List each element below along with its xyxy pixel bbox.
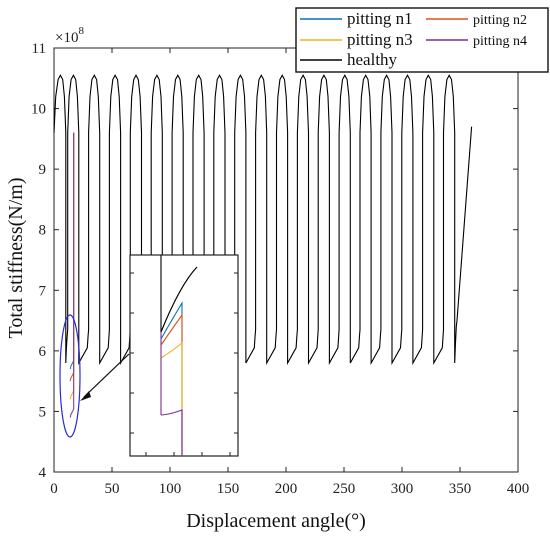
y-multiplier: ×108 xyxy=(55,25,84,46)
legend-label-pitting-n2: pitting n2 xyxy=(473,13,527,28)
y-tick-label: 8 xyxy=(39,223,47,239)
series-pitting-n1-line xyxy=(69,132,75,370)
zoom-inset xyxy=(129,254,239,457)
inset-series xyxy=(160,255,198,456)
highlight-ellipse xyxy=(59,314,81,438)
x-tick-label: 150 xyxy=(217,481,240,497)
series-layer xyxy=(53,74,473,418)
x-tick-label: 50 xyxy=(105,481,120,497)
y-tick-label: 11 xyxy=(32,41,46,57)
inset-pitting-n1-line xyxy=(160,301,183,456)
x-tick-label: 200 xyxy=(275,481,298,497)
x-tick-label: 100 xyxy=(159,481,182,497)
x-axis-label: Displacement angle(°) xyxy=(186,510,366,532)
x-tick-label: 400 xyxy=(507,481,530,497)
y-tick-label: 5 xyxy=(39,404,47,420)
inset-pitting-n3-line xyxy=(160,341,183,456)
x-tick-label: 0 xyxy=(50,481,58,497)
zoom-arrow xyxy=(83,353,130,398)
legend: pitting n1 pitting n2 pitting n3 pitting n4… xyxy=(295,7,549,73)
legend-label-pitting-n3: pitting n3 xyxy=(347,30,413,49)
y-tick-label: 7 xyxy=(39,283,47,299)
series-pitting-n4-line xyxy=(69,132,75,418)
inset-pitting-n2-line xyxy=(160,313,183,456)
x-tick-label: 350 xyxy=(449,481,472,497)
inset-pitting-n4-line xyxy=(160,409,183,456)
axis-ticks: 0 50 100 150 200 250 300 350 400 4 5 6 7 8 9 10 11 xyxy=(31,41,529,497)
legend-label-healthy: healthy xyxy=(347,50,398,69)
inset-ticks xyxy=(130,272,238,456)
inset-healthy-curve xyxy=(160,266,198,333)
series-pitting-n3-line xyxy=(69,132,75,400)
legend-label-pitting-n4: pitting n4 xyxy=(473,34,527,49)
y-tick-label: 9 xyxy=(39,162,47,178)
x-tick-label: 300 xyxy=(391,481,414,497)
legend-label-pitting-n1: pitting n1 xyxy=(347,9,413,28)
y-tick-label: 4 xyxy=(39,465,47,481)
plot-frame xyxy=(53,47,519,473)
inset-frame xyxy=(129,254,239,457)
x-tick-label: 250 xyxy=(333,481,356,497)
series-pitting-n2-line xyxy=(69,132,75,382)
y-tick-label: 10 xyxy=(31,102,46,118)
y-axis-label: Total stiffness(N/m) xyxy=(5,178,27,339)
y-tick-label: 6 xyxy=(39,344,47,360)
zoom-arrow-head xyxy=(80,391,91,401)
series-healthy-line xyxy=(53,74,473,366)
